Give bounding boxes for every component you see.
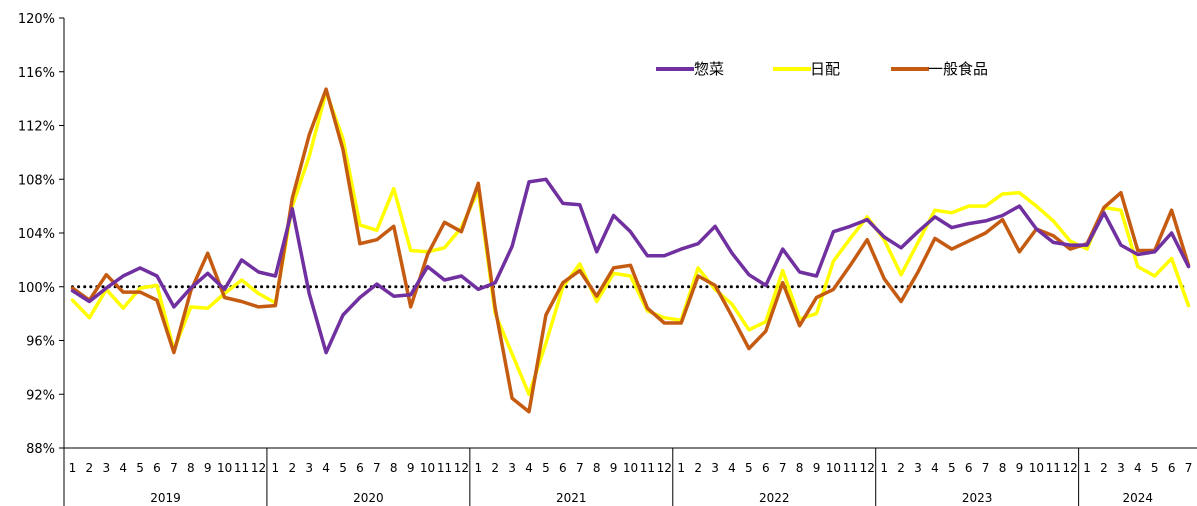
x-month-label: 10 bbox=[826, 461, 841, 475]
x-month-label: 2 bbox=[897, 461, 905, 475]
x-month-label: 11 bbox=[640, 461, 655, 475]
x-month-label: 7 bbox=[982, 461, 990, 475]
x-month-label: 4 bbox=[119, 461, 127, 475]
x-month-label: 9 bbox=[610, 461, 618, 475]
x-month-label: 6 bbox=[965, 461, 973, 475]
x-month-label: 5 bbox=[542, 461, 550, 475]
x-month-label: 3 bbox=[508, 461, 516, 475]
x-month-label: 1 bbox=[1083, 461, 1091, 475]
x-month-label: 2 bbox=[491, 461, 499, 475]
x-month-label: 1 bbox=[474, 461, 482, 475]
x-month-label: 7 bbox=[576, 461, 584, 475]
x-month-label: 3 bbox=[305, 461, 313, 475]
x-month-label: 11 bbox=[1046, 461, 1061, 475]
y-tick-label: 88% bbox=[26, 442, 55, 457]
x-month-label: 12 bbox=[1063, 461, 1078, 475]
x-month-label: 4 bbox=[1134, 461, 1142, 475]
x-year-label: 2020 bbox=[353, 491, 384, 505]
x-month-label: 3 bbox=[711, 461, 719, 475]
x-month-label: 3 bbox=[102, 461, 110, 475]
x-month-label: 10 bbox=[217, 461, 232, 475]
x-month-label: 12 bbox=[657, 461, 672, 475]
x-axis: 1 2 3 4 5 6 7 8 9 10 11 12 1 2 3 4 5 6 7 8 9 10 11 12 1 2 3 4 5 6 7 8 9 1… bbox=[63, 447, 1197, 506]
series-layer bbox=[70, 87, 1191, 414]
x-month-label: 8 bbox=[593, 461, 601, 475]
x-month-label: 2 bbox=[86, 461, 94, 475]
y-tick-label: 92% bbox=[26, 388, 55, 403]
series-line bbox=[70, 177, 1191, 355]
x-year-label: 2022 bbox=[759, 491, 790, 505]
x-year-label: 2021 bbox=[556, 491, 587, 505]
x-month-label: 4 bbox=[728, 461, 736, 475]
x-month-label: 5 bbox=[339, 461, 347, 475]
x-month-label: 11 bbox=[843, 461, 858, 475]
x-month-label: 10 bbox=[623, 461, 638, 475]
x-month-label: 7 bbox=[170, 461, 178, 475]
y-tick-label: 120% bbox=[18, 12, 55, 27]
x-month-label: 9 bbox=[204, 461, 212, 475]
series-line bbox=[70, 87, 1191, 414]
y-axis: 88% 92% 96% 100% 104% 108% 112% 116% 120% bbox=[18, 12, 65, 457]
x-month-label: 1 bbox=[880, 461, 888, 475]
x-month-label: 7 bbox=[1185, 461, 1193, 475]
x-month-label: 10 bbox=[420, 461, 435, 475]
y-tick-label: 108% bbox=[18, 173, 55, 188]
legend-label: 一般食品 bbox=[928, 60, 988, 78]
x-month-label: 5 bbox=[1151, 461, 1159, 475]
x-month-label: 7 bbox=[373, 461, 381, 475]
x-month-label: 3 bbox=[914, 461, 922, 475]
x-month-label: 4 bbox=[322, 461, 330, 475]
x-month-label: 8 bbox=[999, 461, 1007, 475]
x-month-label: 2 bbox=[288, 461, 296, 475]
x-month-label: 2 bbox=[1100, 461, 1108, 475]
x-month-label: 9 bbox=[813, 461, 821, 475]
x-month-label: 4 bbox=[931, 461, 939, 475]
x-month-label: 6 bbox=[356, 461, 364, 475]
y-tick-label: 96% bbox=[26, 335, 55, 350]
legend: 惣菜 日配 一般食品 bbox=[656, 60, 988, 78]
x-month-label: 5 bbox=[745, 461, 753, 475]
x-month-label: 7 bbox=[779, 461, 787, 475]
x-month-label: 11 bbox=[437, 461, 452, 475]
x-year-label: 2023 bbox=[962, 491, 993, 505]
y-tick-label: 112% bbox=[18, 120, 55, 135]
x-year-label: 2024 bbox=[1123, 491, 1154, 505]
x-month-label: 8 bbox=[187, 461, 195, 475]
legend-label: 日配 bbox=[810, 60, 840, 78]
x-month-label: 8 bbox=[390, 461, 398, 475]
x-month-label: 10 bbox=[1029, 461, 1044, 475]
x-month-label: 3 bbox=[1117, 461, 1125, 475]
x-month-label: 2 bbox=[694, 461, 702, 475]
y-tick-label: 100% bbox=[18, 281, 55, 296]
x-month-label: 8 bbox=[796, 461, 804, 475]
y-tick-label: 104% bbox=[18, 227, 55, 242]
x-month-label: 9 bbox=[1016, 461, 1024, 475]
x-month-label: 5 bbox=[136, 461, 144, 475]
x-month-label: 1 bbox=[272, 461, 280, 475]
y-tick-label: 116% bbox=[18, 66, 55, 81]
x-month-label: 12 bbox=[454, 461, 469, 475]
x-month-label: 6 bbox=[762, 461, 770, 475]
x-month-label: 6 bbox=[559, 461, 567, 475]
x-month-label: 12 bbox=[251, 461, 266, 475]
x-month-label: 5 bbox=[948, 461, 956, 475]
x-month-label: 1 bbox=[69, 461, 77, 475]
series-line bbox=[70, 90, 1191, 397]
x-month-label: 6 bbox=[1168, 461, 1176, 475]
x-month-label: 6 bbox=[153, 461, 161, 475]
legend-label: 惣菜 bbox=[694, 60, 724, 78]
x-month-label: 1 bbox=[677, 461, 685, 475]
x-month-label: 11 bbox=[234, 461, 249, 475]
x-year-label: 2019 bbox=[150, 491, 181, 505]
x-month-label: 9 bbox=[407, 461, 415, 475]
x-month-label: 4 bbox=[525, 461, 533, 475]
x-month-label: 12 bbox=[860, 461, 875, 475]
